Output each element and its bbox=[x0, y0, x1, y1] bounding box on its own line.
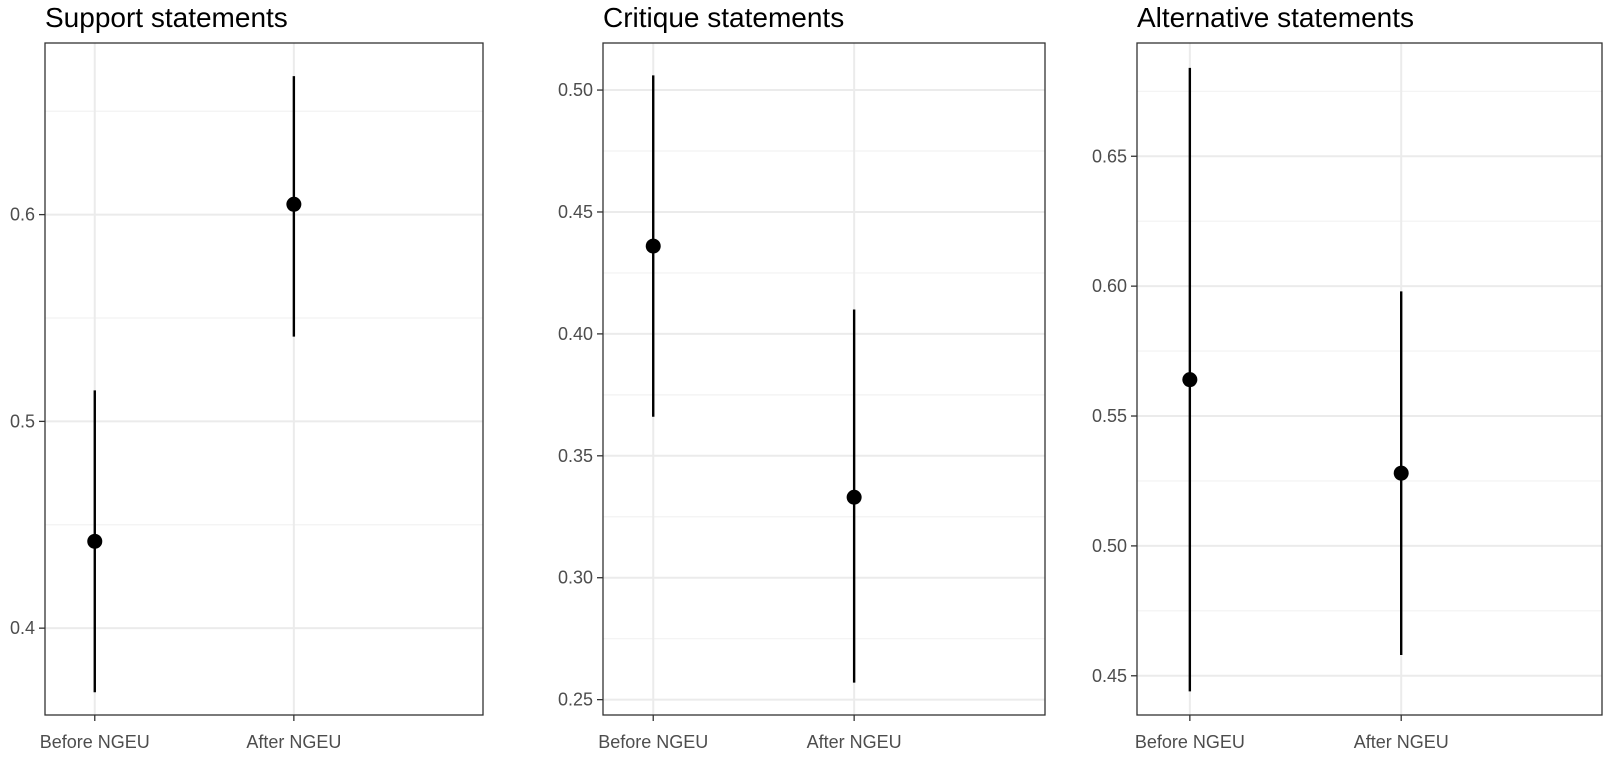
y-tick-label: 0.4 bbox=[10, 618, 35, 638]
y-tick-label: 0.50 bbox=[1092, 536, 1127, 556]
panel-title: Critique statements bbox=[603, 2, 844, 33]
panel-support-statements: Support statements 0.4 0.5 0.6 Before NGEU A… bbox=[10, 2, 484, 752]
x-tick-label: After NGEU bbox=[246, 732, 341, 752]
x-tick-label: Before NGEU bbox=[598, 732, 708, 752]
y-tick-label: 0.65 bbox=[1092, 146, 1127, 166]
y-tick-label: 0.45 bbox=[558, 202, 593, 222]
plot-background bbox=[1137, 43, 1602, 715]
panel-critique-statements: Critique statements 0.25 0.30 0.35 0.40 0.45… bbox=[558, 2, 1046, 752]
y-tick-label: 0.25 bbox=[558, 690, 593, 710]
y-tick-label: 0.6 bbox=[10, 205, 35, 225]
y-tick-label: 0.40 bbox=[558, 324, 593, 344]
data-point bbox=[87, 533, 103, 549]
y-tick-label: 0.55 bbox=[1092, 406, 1127, 426]
y-tick-label: 0.35 bbox=[558, 446, 593, 466]
plot-background bbox=[603, 43, 1045, 715]
data-point bbox=[645, 238, 661, 254]
y-tick-label: 0.5 bbox=[10, 411, 35, 431]
data-point bbox=[286, 196, 302, 212]
x-tick-label: After NGEU bbox=[807, 732, 902, 752]
x-tick-label: After NGEU bbox=[1354, 732, 1449, 752]
panel-title: Alternative statements bbox=[1137, 2, 1414, 33]
y-tick-label: 0.60 bbox=[1092, 276, 1127, 296]
x-tick-label: Before NGEU bbox=[40, 732, 150, 752]
x-tick-label: Before NGEU bbox=[1135, 732, 1245, 752]
y-tick-label: 0.45 bbox=[1092, 666, 1127, 686]
data-point bbox=[1182, 372, 1198, 388]
y-tick-label: 0.30 bbox=[558, 568, 593, 588]
panel-title: Support statements bbox=[45, 2, 288, 33]
plot-background bbox=[45, 43, 483, 715]
plot-frame bbox=[44, 42, 484, 716]
plot-frame bbox=[1136, 42, 1603, 716]
y-tick-label: 0.50 bbox=[558, 80, 593, 100]
data-point bbox=[846, 489, 862, 505]
plot-frame bbox=[602, 42, 1046, 716]
data-point bbox=[1393, 465, 1409, 481]
panel-alternative-statements: Alternative statements 0.45 0.50 0.55 0.60 0… bbox=[1092, 2, 1603, 752]
